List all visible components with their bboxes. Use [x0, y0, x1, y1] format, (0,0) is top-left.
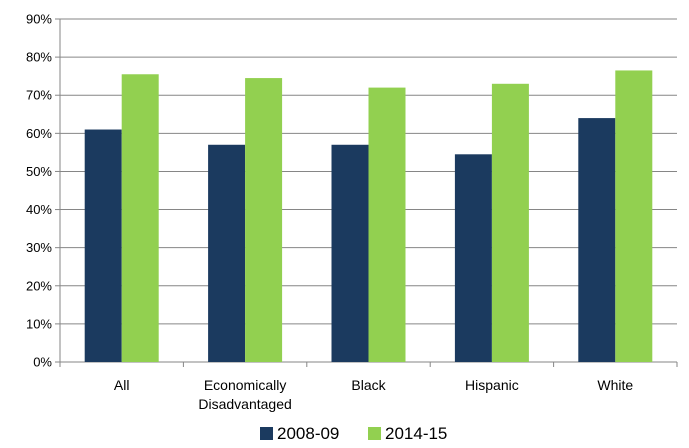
bar-2008-09-black: [331, 144, 369, 362]
legend-swatch: [260, 427, 273, 440]
bar-2014-15-hispanic: [491, 83, 529, 363]
y-tick-label: 60%: [26, 126, 52, 141]
bar-2014-15-white: [615, 70, 653, 362]
bar-2014-15-economically-disadvantaged: [245, 78, 283, 363]
y-tick-label: 30%: [26, 240, 52, 255]
x-category-label: Hispanic: [465, 377, 519, 393]
x-category-label: Economically: [204, 377, 286, 393]
bars: [84, 70, 653, 363]
x-category-label: Disadvantaged: [198, 396, 291, 412]
y-tick-label: 10%: [26, 316, 52, 331]
y-tick-label: 50%: [26, 164, 52, 179]
legend-label: 2008-09: [277, 424, 339, 443]
x-category-label: All: [114, 377, 130, 393]
y-tick-label: 70%: [26, 88, 52, 103]
x-category-label: White: [597, 377, 633, 393]
bar-2008-09-all: [84, 129, 122, 362]
x-axis-category-labels: All Economically Disadvantaged Black Hispani…: [114, 377, 633, 412]
legend-swatch: [368, 427, 381, 440]
x-category-label: Black: [351, 377, 386, 393]
legend-label: 2014-15: [385, 424, 447, 443]
bar-2014-15-all: [121, 74, 159, 362]
bar-2008-09-white: [578, 118, 616, 362]
y-tick-label: 90%: [26, 12, 52, 27]
y-tick-label: 40%: [26, 202, 52, 217]
y-tick-label: 0%: [33, 355, 52, 370]
bar-2008-09-economically-disadvantaged: [208, 144, 246, 362]
bar-2014-15-black: [368, 87, 406, 362]
y-tick-label: 20%: [26, 278, 52, 293]
y-tick-label: 80%: [26, 50, 52, 65]
y-axis-tick-labels: 0% 10% 20% 30% 40% 50% 60% 70% 80% 90%: [26, 12, 52, 370]
legend: 2008-09 2014-15: [260, 424, 447, 443]
bar-2008-09-hispanic: [454, 154, 492, 362]
